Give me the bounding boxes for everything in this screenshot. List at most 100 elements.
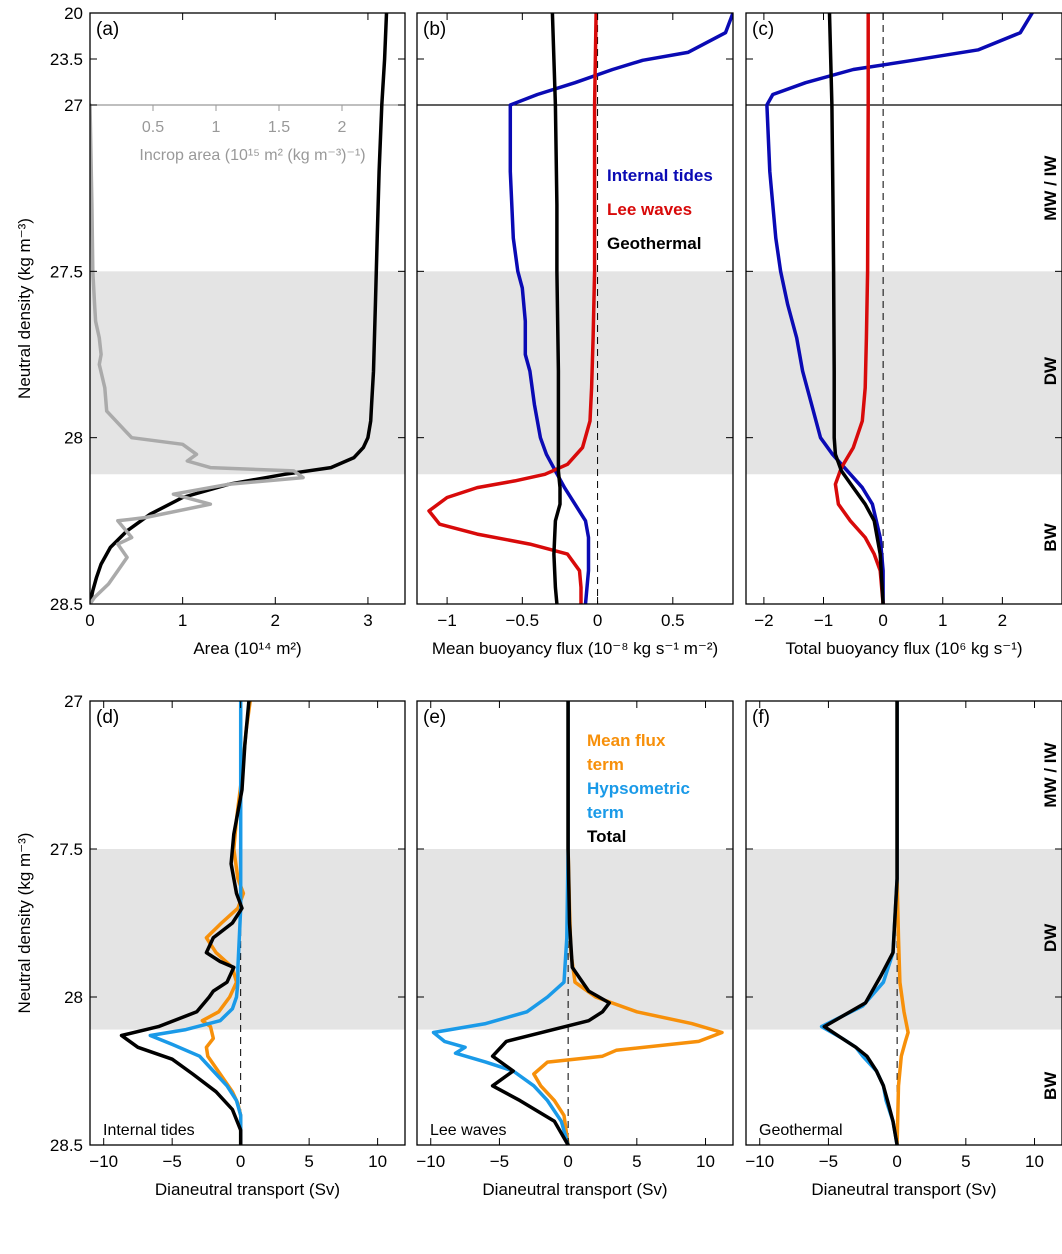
- x-axis-label: Total buoyancy flux (10⁶ kg s⁻¹): [785, 639, 1022, 658]
- water-mass-label: BW: [1041, 522, 1060, 551]
- series-lee-waves: [427, 13, 598, 604]
- water-mass-label: MW / IW: [1041, 741, 1060, 807]
- x-axis-label: Dianeutral transport (Sv): [811, 1180, 996, 1199]
- x-tick-label: −1: [437, 611, 456, 630]
- x-tick-label: −2: [754, 611, 773, 630]
- x-tick-label: 3: [363, 611, 372, 630]
- x-tick-label: 1: [938, 611, 947, 630]
- series-group: [427, 13, 733, 604]
- inset-axis-label: Incrop area (10¹⁵ m² (kg m⁻³)⁻¹): [139, 147, 365, 164]
- x-tick-label: 0: [85, 611, 94, 630]
- x-tick-label: 0: [563, 1152, 572, 1171]
- x-tick-label: 10: [1025, 1152, 1044, 1171]
- water-mass-label: DW: [1041, 356, 1060, 385]
- y-tick-label: 28: [64, 988, 83, 1007]
- plot-frame: [745, 700, 1062, 1146]
- x-tick-label: 5: [632, 1152, 641, 1171]
- series-geothermal: [827, 13, 885, 604]
- series-mean-flux-term: [895, 701, 910, 1145]
- panel-label: (e): [423, 707, 446, 728]
- y-tick-label: 20: [64, 4, 83, 23]
- series-group: [119, 701, 252, 1145]
- series-internal-tides: [508, 13, 733, 604]
- y-tick-label: 27.5: [50, 262, 83, 281]
- x-tick-label: 5: [304, 1152, 313, 1171]
- plot-frame: [89, 700, 406, 1146]
- series-geothermal: [550, 13, 562, 604]
- water-mass-label: MW / IW: [1041, 155, 1060, 221]
- x-tick-label: −10: [416, 1152, 445, 1171]
- x-tick-label: 2: [271, 611, 280, 630]
- legend-entry: Internal tides: [607, 166, 713, 185]
- dw-band: [417, 849, 733, 1030]
- dw-band: [746, 271, 1062, 475]
- water-mass-label: DW: [1041, 923, 1060, 952]
- x-tick-label: 0.5: [661, 611, 685, 630]
- plot-frame: [745, 12, 1062, 605]
- series-incrop-area: [90, 103, 305, 604]
- x-tick-label: −10: [89, 1152, 118, 1171]
- x-axis-label: Dianeutral transport (Sv): [155, 1180, 340, 1199]
- x-tick-label: −0.5: [506, 611, 540, 630]
- legend-entry: Geothermal: [607, 234, 701, 253]
- legend-entry: term: [587, 803, 624, 822]
- y-axis-label-bottom: Neutral density (kg m⁻³): [15, 833, 34, 1014]
- panel-caption: Geothermal: [759, 1122, 843, 1139]
- y-tick-label: 27: [64, 692, 83, 711]
- series-hypsometric-term: [431, 701, 570, 1145]
- plot-frame: [416, 700, 734, 1146]
- panel-a: 0.5 1 1.5 2 Incrop area (10¹⁵ m² (kg m⁻³)⁻¹)…: [50, 4, 406, 658]
- series-total: [490, 701, 612, 1145]
- legend-entry: Hypsometric: [587, 779, 690, 798]
- series-group: [431, 701, 724, 1145]
- panel-e: −10 −5 0 5 10 Dianeutral transport (Sv) (e) Lee…: [416, 700, 734, 1199]
- x-axis-label: Dianeutral transport (Sv): [482, 1180, 667, 1199]
- y-tick-label: 28: [64, 429, 83, 448]
- y-tick-label: 27.5: [50, 840, 83, 859]
- legend-entry: Lee waves: [607, 200, 692, 219]
- series-internal-tides: [765, 13, 1034, 604]
- legend: Mean flux term Hypsometric term Total: [587, 731, 690, 846]
- y-tick-label: 27: [64, 96, 83, 115]
- x-tick-label: −5: [162, 1152, 181, 1171]
- series-group: [765, 13, 1034, 604]
- panel-label: (a): [96, 19, 119, 40]
- panel-caption: Internal tides: [103, 1122, 195, 1139]
- y-tick-label: 28.5: [50, 595, 83, 614]
- x-tick-label: 10: [368, 1152, 387, 1171]
- panel-f: −10 −5 0 5 10 Dianeutral transport (Sv) (f) Geo…: [745, 700, 1062, 1199]
- series-group: [90, 13, 389, 604]
- y-axis-label-top: Neutral density (kg m⁻³): [15, 218, 34, 399]
- x-tick-label: −5: [819, 1152, 838, 1171]
- dw-band: [90, 849, 405, 1030]
- x-tick-label: −1: [814, 611, 833, 630]
- dw-band: [90, 271, 405, 475]
- plot-frame: [416, 12, 734, 605]
- legend: Internal tides Lee waves Geothermal: [607, 166, 713, 253]
- dw-band: [417, 271, 733, 475]
- plot-frame: [89, 12, 406, 605]
- x-tick-label: 1: [178, 611, 187, 630]
- series-total: [119, 701, 251, 1145]
- x-tick-label: 2: [998, 611, 1007, 630]
- x-tick-label: 5: [961, 1152, 970, 1171]
- series-area: [90, 13, 389, 604]
- x-tick-label: −5: [490, 1152, 509, 1171]
- legend-entry: Total: [587, 827, 626, 846]
- x-axis-label: Mean buoyancy flux (10⁻⁸ kg s⁻¹ m⁻²): [432, 639, 718, 658]
- inset-tick-label: 0.5: [142, 119, 164, 136]
- series-group: [819, 701, 910, 1145]
- panel-label: (b): [423, 19, 446, 40]
- x-tick-label: 0: [878, 611, 887, 630]
- x-tick-label: 0: [892, 1152, 901, 1171]
- y-tick-label: 28.5: [50, 1136, 83, 1155]
- panel-label: (d): [96, 707, 119, 728]
- panel-caption: Lee waves: [430, 1122, 507, 1139]
- inset-tick-label: 2: [338, 119, 347, 136]
- x-tick-label: 0: [236, 1152, 245, 1171]
- inset-tick-label: 1: [212, 119, 221, 136]
- panel-label: (c): [752, 19, 774, 40]
- legend-entry: term: [587, 755, 624, 774]
- y-tick-label: 23.5: [50, 50, 83, 69]
